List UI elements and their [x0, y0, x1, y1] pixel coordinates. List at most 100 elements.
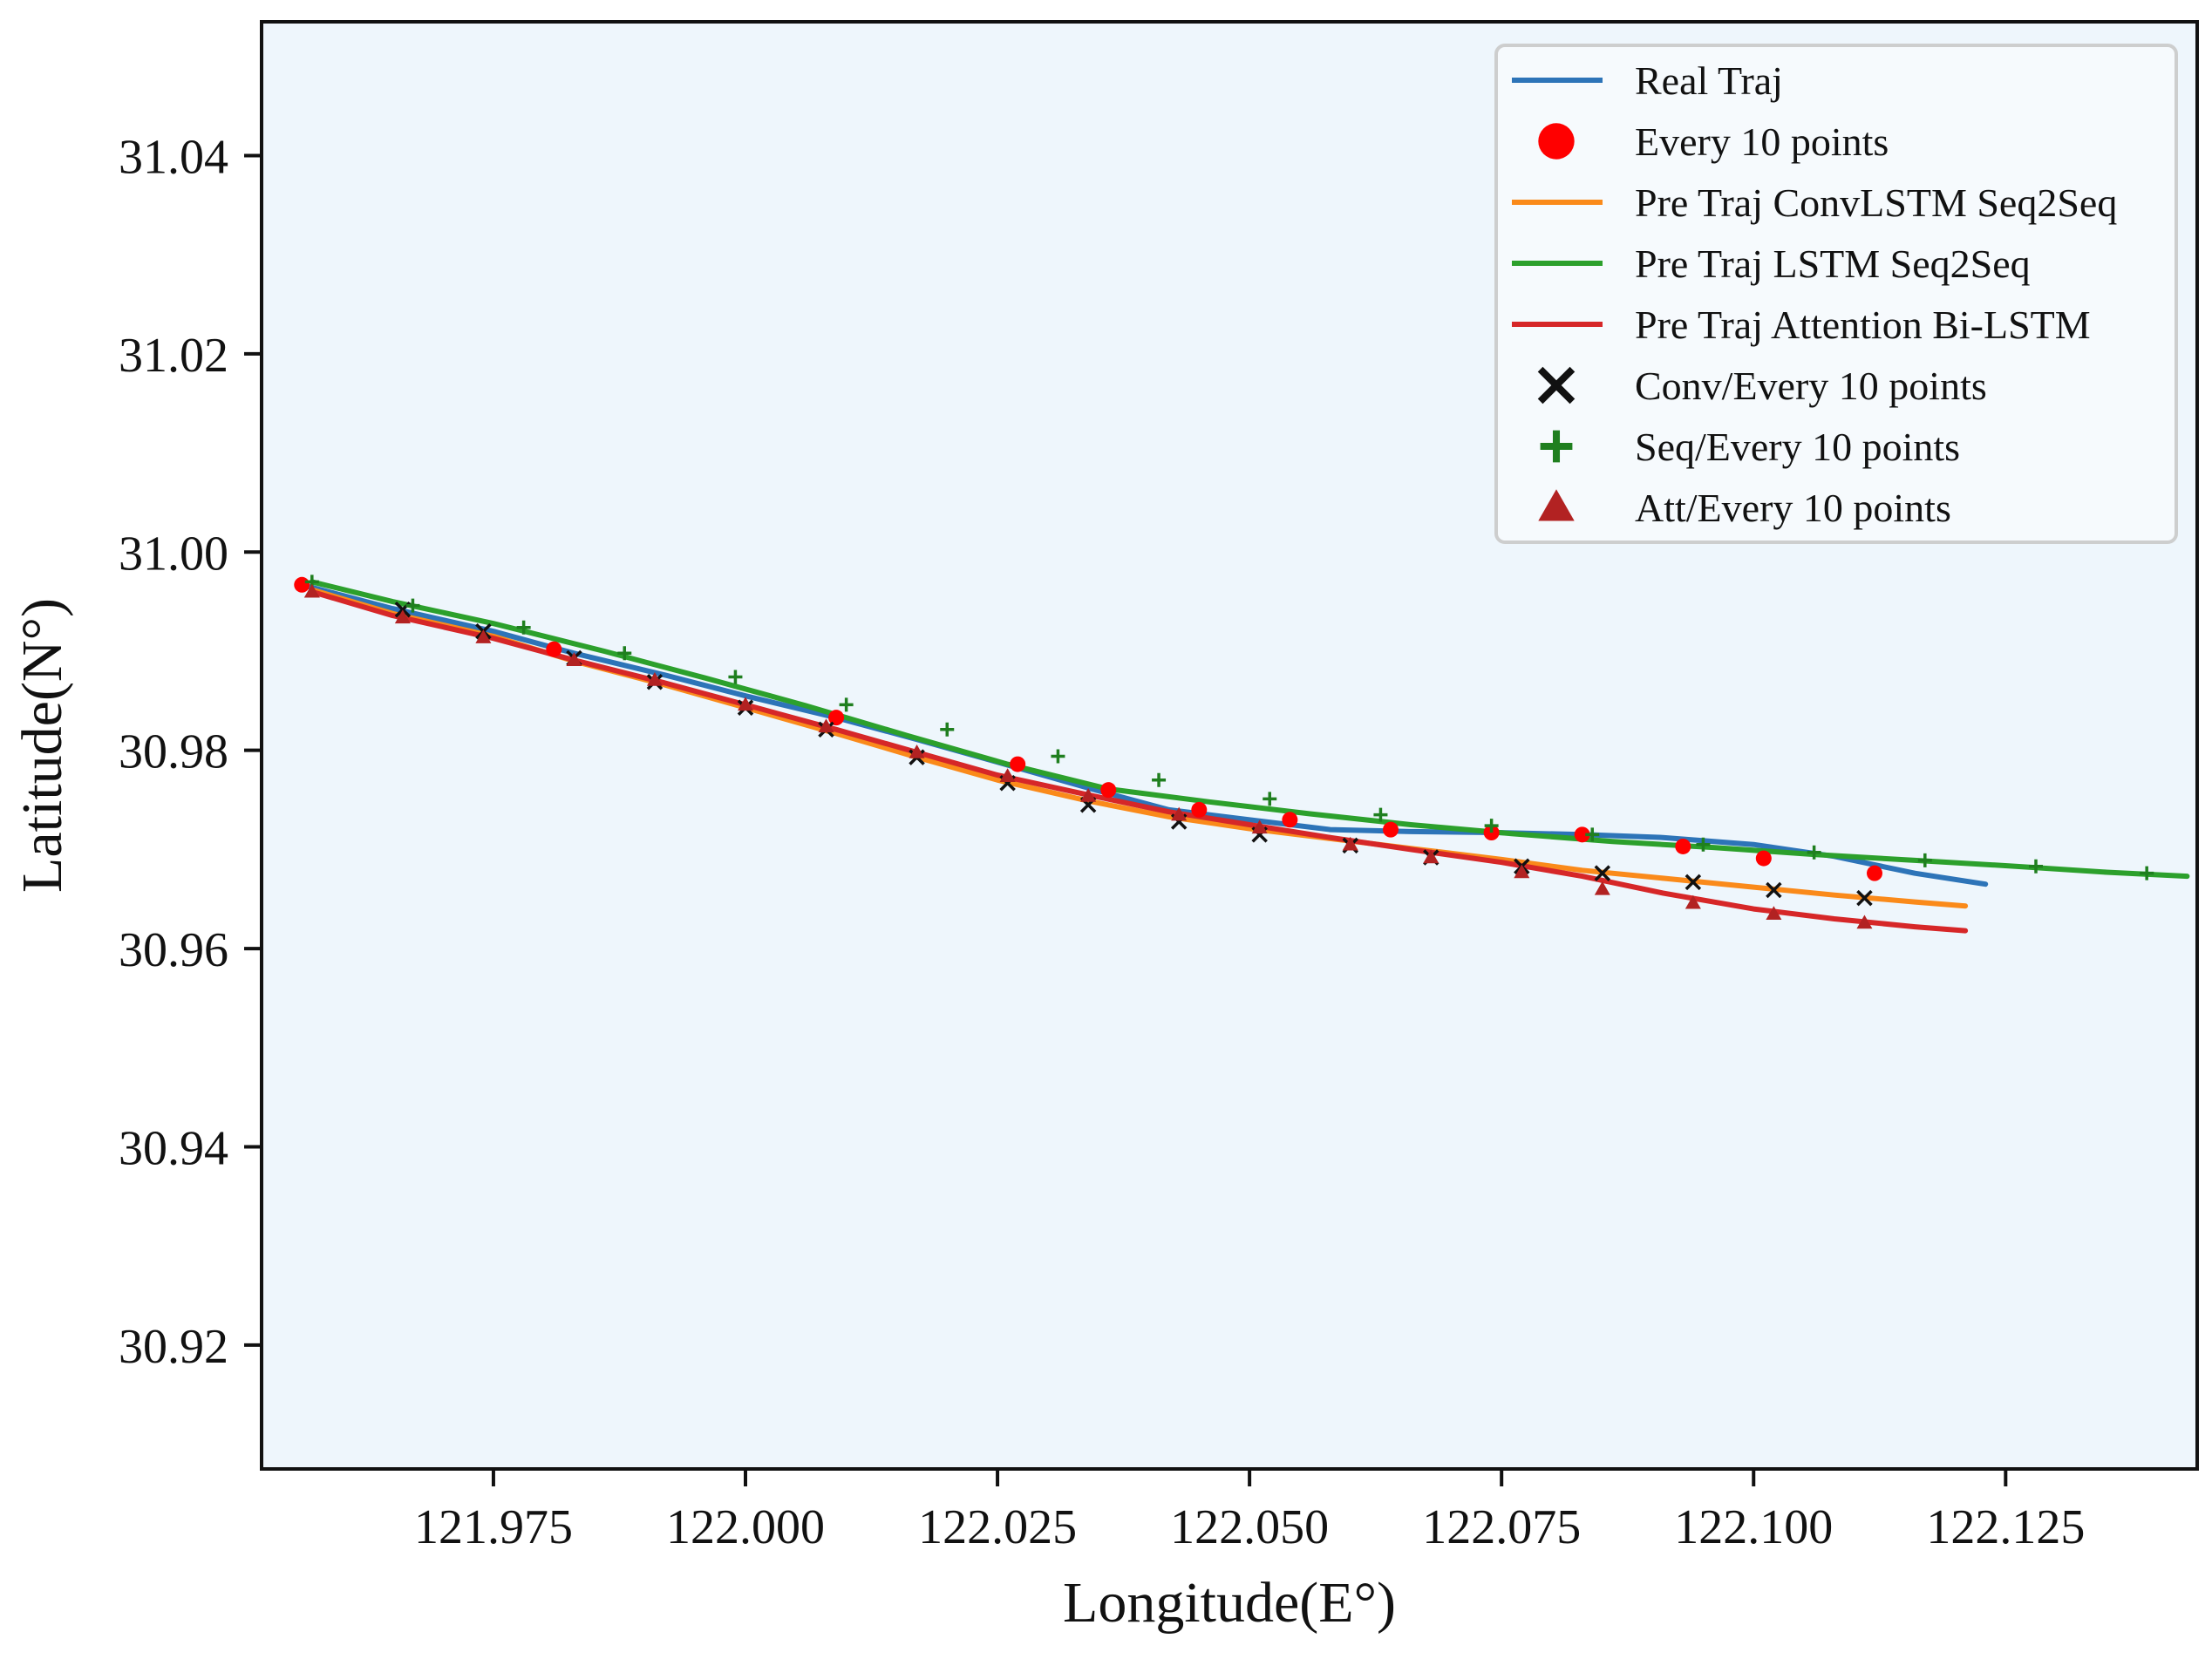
marker-lstm [1051, 749, 1065, 764]
marker-att [566, 652, 582, 666]
marker-lstm [405, 598, 420, 613]
x-axis-label: Longitude(E°) [1063, 1571, 1396, 1635]
marker-lstm [1807, 845, 1821, 860]
marker-conv [1766, 881, 1782, 899]
legend-swatch-every10 [1538, 123, 1575, 160]
marker-lstm [617, 646, 632, 661]
y-tick-label: 30.92 [119, 1320, 228, 1374]
marker-real [1010, 756, 1026, 772]
marker-att [475, 629, 492, 643]
marker-att [646, 671, 663, 686]
marker-real [294, 576, 310, 593]
series-line-lstm [309, 579, 2190, 880]
marker-lstm [2140, 866, 2154, 880]
marker-real [546, 641, 562, 657]
marker-conv [1594, 865, 1611, 881]
marker-conv [1856, 889, 1873, 907]
x-axis: 121.975 122.000 122.025 122.050 122.075 122.1… [414, 1469, 2085, 1554]
marker-lstm-stroke [1807, 845, 1821, 860]
marker-att [1080, 787, 1097, 802]
marker-att [1251, 819, 1268, 834]
marker-att [738, 697, 753, 711]
marker-lstm-stroke [516, 620, 531, 635]
x-tick-label: 121.975 [414, 1500, 573, 1554]
y-tick-label: 30.98 [119, 725, 228, 779]
legend-swatch-conv_marker [1537, 366, 1576, 405]
legend-swatch-seq_marker [1540, 430, 1573, 463]
marker-layer [294, 575, 2154, 929]
marker-real [1282, 812, 1298, 828]
marker-att [999, 768, 1016, 782]
marker-lstm-stroke [1585, 827, 1600, 842]
marker-lstm-stroke [728, 670, 743, 684]
legend-label: Every 10 points [1635, 119, 1889, 164]
marker-lstm [1373, 807, 1388, 822]
marker-real [1383, 821, 1399, 838]
legend-label: Conv/Every 10 points [1635, 364, 1987, 408]
marker-real [1867, 865, 1882, 881]
marker-att [818, 718, 834, 733]
x-tick-label: 122.050 [1170, 1500, 1329, 1554]
y-tick-label: 31.04 [119, 130, 228, 184]
marker-att [1594, 880, 1610, 895]
plot-frame [260, 20, 2199, 1471]
marker-lstm [516, 620, 531, 635]
legend-swatch-conv_marker-stroke [1537, 366, 1576, 405]
legend-label: Real Traj [1635, 58, 1783, 103]
marker-real [1755, 850, 1772, 867]
marker-conv-stroke [1856, 889, 1873, 907]
marker-lstm-stroke [1263, 792, 1277, 806]
marker-real [828, 710, 845, 726]
marker-conv [1685, 874, 1702, 891]
x-tick-label: 122.100 [1674, 1500, 1833, 1554]
marker-att [1342, 836, 1358, 851]
marker-att [1685, 894, 1701, 909]
marker-lstm-stroke [617, 646, 632, 661]
marker-real [1100, 782, 1117, 799]
legend-box [1494, 44, 2178, 544]
marker-att [394, 609, 411, 624]
marker-lstm-stroke [1917, 853, 1932, 867]
marker-att [1766, 906, 1782, 921]
marker-conv-stroke [1594, 865, 1611, 881]
legend-swatch-att_marker [1538, 489, 1575, 521]
marker-lstm [1484, 819, 1499, 833]
y-axis: 30.92 30.94 30.96 30.98 31.00 31.02 31.04 [119, 130, 262, 1374]
marker-lstm-stroke [1696, 837, 1711, 852]
y-tick-label: 30.96 [119, 923, 228, 977]
legend-label: Pre Traj LSTM Seq2Seq [1635, 241, 2031, 286]
legend-swatch-seq_marker-stroke [1540, 430, 1573, 463]
marker-lstm [1917, 853, 1932, 867]
y-axis-label: Latitude(N°) [10, 598, 74, 893]
legend-label: Pre Traj Attention Bi-LSTM [1635, 303, 2091, 347]
x-tick-label: 122.025 [918, 1500, 1077, 1554]
marker-lstm [1152, 772, 1167, 787]
marker-att [303, 583, 320, 598]
marker-lstm-stroke [1152, 772, 1167, 787]
y-tick-label: 31.02 [119, 329, 228, 383]
marker-att [1171, 806, 1188, 821]
marker-lstm [1585, 827, 1600, 842]
marker-lstm [1263, 792, 1277, 806]
legend-label: Pre Traj ConvLSTM Seq2Seq [1635, 180, 2117, 225]
legend-label: Att/Every 10 points [1635, 486, 1951, 530]
marker-lstm-stroke [1051, 749, 1065, 764]
x-tick-label: 122.075 [1422, 1500, 1581, 1554]
marker-att [1514, 864, 1530, 879]
x-tick-label: 122.125 [1926, 1500, 2085, 1554]
marker-att [1423, 849, 1440, 864]
marker-real [1191, 801, 1208, 818]
marker-lstm-stroke [2029, 859, 2043, 874]
marker-real [1574, 826, 1590, 843]
marker-lstm [940, 722, 955, 737]
legend: Real Traj Every 10 points Pre Traj ConvLST… [1494, 44, 2178, 544]
marker-lstm [839, 697, 854, 712]
y-tick-label: 30.94 [119, 1121, 228, 1175]
marker-lstm-stroke [2140, 866, 2154, 880]
legend-label: Seq/Every 10 points [1635, 425, 1960, 469]
series-layer [299, 579, 2190, 934]
marker-conv-stroke [1685, 874, 1702, 891]
y-tick-label: 31.00 [119, 527, 228, 581]
marker-lstm-stroke [839, 697, 854, 712]
